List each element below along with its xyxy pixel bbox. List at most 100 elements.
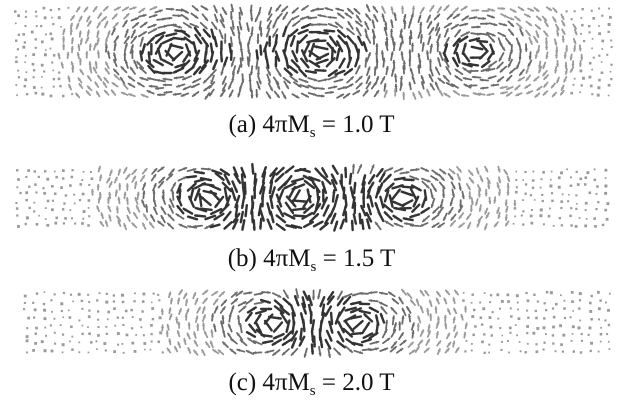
magnetization-arrow bbox=[607, 94, 610, 97]
magnetization-arrow bbox=[230, 187, 237, 202]
magnetization-arrow bbox=[232, 212, 241, 224]
magnetization-arrow bbox=[17, 69, 20, 72]
magnetization-arrow bbox=[218, 29, 224, 40]
magnetization-arrow bbox=[212, 298, 219, 306]
magnetization-arrow bbox=[379, 347, 389, 352]
magnetization-arrow bbox=[409, 13, 414, 22]
magnetization-arrow bbox=[451, 188, 455, 198]
magnetization-arrow bbox=[408, 35, 412, 46]
magnetization-arrow bbox=[432, 206, 440, 214]
magnetization-arrow bbox=[307, 294, 313, 307]
magnetization-arrow bbox=[588, 31, 591, 34]
magnetization-arrow bbox=[266, 73, 271, 84]
magnetization-arrow bbox=[514, 324, 517, 326]
magnetization-arrow bbox=[536, 85, 543, 91]
magnetization-arrow bbox=[333, 194, 339, 208]
magnetization-arrow bbox=[526, 325, 529, 328]
magnetization-arrow bbox=[60, 310, 63, 313]
magnetization-arrow bbox=[334, 311, 341, 325]
magnetization-arrow bbox=[468, 191, 472, 200]
magnetization-arrow bbox=[374, 50, 379, 62]
magnetization-arrow bbox=[523, 13, 531, 18]
magnetization-arrow bbox=[194, 315, 199, 323]
magnetization-arrow bbox=[147, 77, 157, 81]
magnetization-arrow bbox=[398, 332, 405, 340]
magnetization-arrow bbox=[265, 27, 271, 38]
magnetization-arrow bbox=[457, 205, 464, 213]
magnetization-arrow bbox=[169, 297, 174, 305]
magnetization-arrow bbox=[329, 311, 334, 326]
magnetization-arrow bbox=[596, 185, 599, 188]
magnetization-arrow bbox=[452, 56, 459, 68]
magnetization-arrow bbox=[182, 207, 194, 215]
magnetization-arrow bbox=[508, 351, 510, 354]
magnetization-arrow bbox=[581, 8, 584, 11]
magnetization-arrow bbox=[590, 341, 593, 345]
magnetization-arrow bbox=[327, 15, 338, 19]
magnetization-arrow bbox=[165, 7, 175, 11]
magnetization-arrow bbox=[417, 14, 422, 24]
magnetization-arrow bbox=[112, 300, 115, 303]
magnetization-arrow bbox=[111, 27, 116, 36]
magnetization-arrow bbox=[199, 21, 208, 30]
magnetization-arrow bbox=[152, 198, 157, 208]
magnetization-arrow bbox=[168, 338, 172, 346]
magnetization-arrow bbox=[543, 341, 546, 344]
magnetization-arrow bbox=[552, 224, 555, 227]
magnetization-arrow bbox=[573, 44, 577, 52]
magnetization-arrow bbox=[578, 292, 582, 296]
magnetization-arrow bbox=[415, 298, 420, 307]
magnetization-arrow bbox=[229, 49, 233, 61]
magnetization-arrow bbox=[574, 28, 578, 36]
magnetization-arrow bbox=[420, 167, 430, 173]
magnetization-arrow bbox=[385, 319, 389, 331]
magnetization-arrow bbox=[336, 290, 343, 301]
magnetization-arrow bbox=[259, 209, 265, 222]
magnetization-arrow bbox=[552, 325, 555, 329]
magnetization-arrow bbox=[455, 51, 461, 64]
magnetization-arrow bbox=[209, 340, 214, 349]
magnetization-arrow bbox=[518, 341, 521, 343]
magnetization-arrow bbox=[217, 349, 225, 356]
magnetization-arrow bbox=[157, 180, 165, 189]
magnetization-arrow bbox=[130, 35, 138, 44]
magnetization-arrow bbox=[200, 5, 209, 11]
caption-b-subscript: s bbox=[310, 259, 317, 275]
magnetization-arrow bbox=[92, 6, 98, 13]
magnetization-arrow bbox=[360, 204, 367, 217]
magnetization-arrow bbox=[400, 34, 404, 44]
magnetization-arrow bbox=[542, 70, 548, 77]
magnetization-arrow bbox=[67, 6, 70, 9]
magnetization-arrow bbox=[28, 206, 31, 210]
magnetization-arrow bbox=[291, 19, 301, 27]
magnetization-arrow bbox=[606, 53, 609, 56]
magnetization-arrow bbox=[526, 90, 534, 95]
magnetization-arrow bbox=[64, 194, 68, 197]
magnetization-arrow bbox=[420, 75, 426, 84]
magnetization-arrow bbox=[249, 82, 253, 92]
magnetization-arrow bbox=[419, 34, 424, 44]
magnetization-arrow bbox=[580, 32, 582, 35]
magnetization-arrow bbox=[24, 61, 26, 63]
magnetization-arrow bbox=[324, 305, 333, 317]
magnetization-arrow bbox=[470, 349, 473, 352]
magnetization-arrow bbox=[559, 324, 562, 328]
magnetization-arrow bbox=[230, 298, 239, 305]
magnetization-arrow bbox=[141, 300, 145, 303]
magnetization-arrow bbox=[552, 342, 555, 345]
magnetization-arrow bbox=[308, 42, 315, 58]
magnetization-arrow bbox=[560, 343, 563, 346]
magnetization-arrow bbox=[398, 321, 402, 331]
magnetization-arrow bbox=[565, 10, 568, 13]
magnetization-arrow bbox=[293, 295, 300, 307]
magnetization-arrow bbox=[189, 187, 195, 201]
magnetization-arrow bbox=[399, 82, 403, 91]
magnetization-arrow bbox=[598, 78, 601, 82]
magnetization-arrow bbox=[381, 5, 386, 14]
magnetization-arrow bbox=[468, 83, 478, 88]
magnetization-arrow bbox=[434, 66, 441, 76]
magnetization-arrow bbox=[373, 13, 379, 23]
magnetization-arrow bbox=[331, 164, 339, 175]
magnetization-arrow bbox=[505, 86, 514, 91]
magnetization-arrow bbox=[57, 77, 61, 81]
